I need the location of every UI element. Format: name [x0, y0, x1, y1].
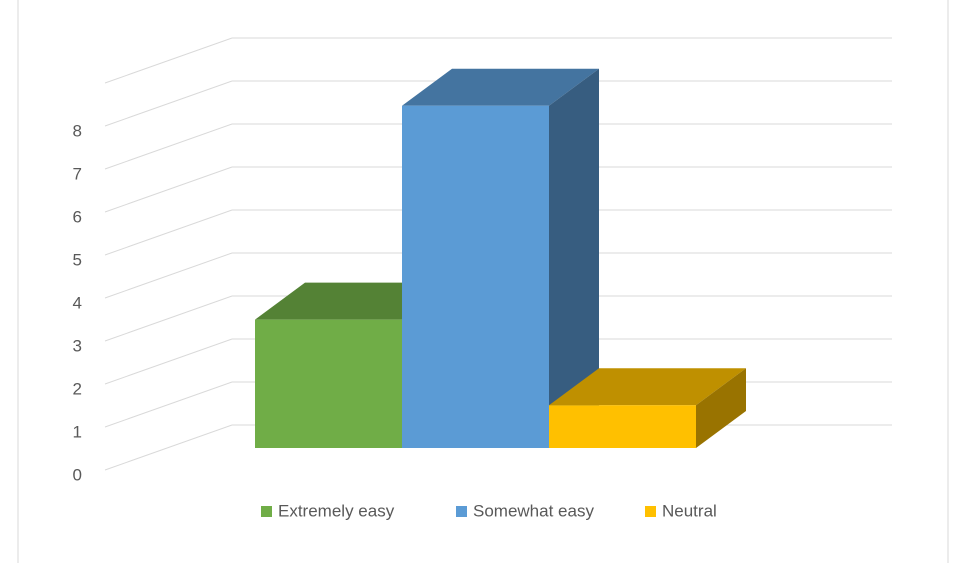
legend-swatch	[261, 506, 272, 517]
y-tick-label: 0	[73, 465, 82, 484]
y-tick-label: 1	[73, 422, 82, 441]
grid-line	[104, 338, 892, 385]
grid-line	[104, 37, 892, 84]
bar	[402, 105, 549, 448]
legend-label: Neutral	[662, 501, 717, 520]
y-tick-label: 8	[73, 121, 82, 140]
grid-line	[104, 80, 892, 127]
grid-line	[104, 166, 892, 213]
grid-line	[104, 123, 892, 170]
legend-swatch	[645, 506, 656, 517]
bar-side	[696, 368, 746, 448]
grid-line	[104, 252, 892, 299]
y-tick-label: 5	[73, 250, 82, 269]
grid-line	[104, 295, 892, 342]
legend-swatch	[456, 506, 467, 517]
y-tick-label: 3	[73, 336, 82, 355]
bar-side	[549, 68, 599, 448]
bar-top	[402, 68, 599, 106]
y-tick-label: 7	[73, 164, 82, 183]
y-tick-label: 6	[73, 207, 82, 226]
bar-top	[549, 368, 746, 406]
y-tick-label: 4	[73, 293, 82, 312]
legend-label: Extremely easy	[278, 501, 395, 520]
grid-line	[104, 209, 892, 256]
bar	[255, 319, 402, 448]
y-tick-label: 2	[73, 379, 82, 398]
bar	[549, 405, 696, 448]
legend-label: Somewhat easy	[473, 501, 594, 520]
